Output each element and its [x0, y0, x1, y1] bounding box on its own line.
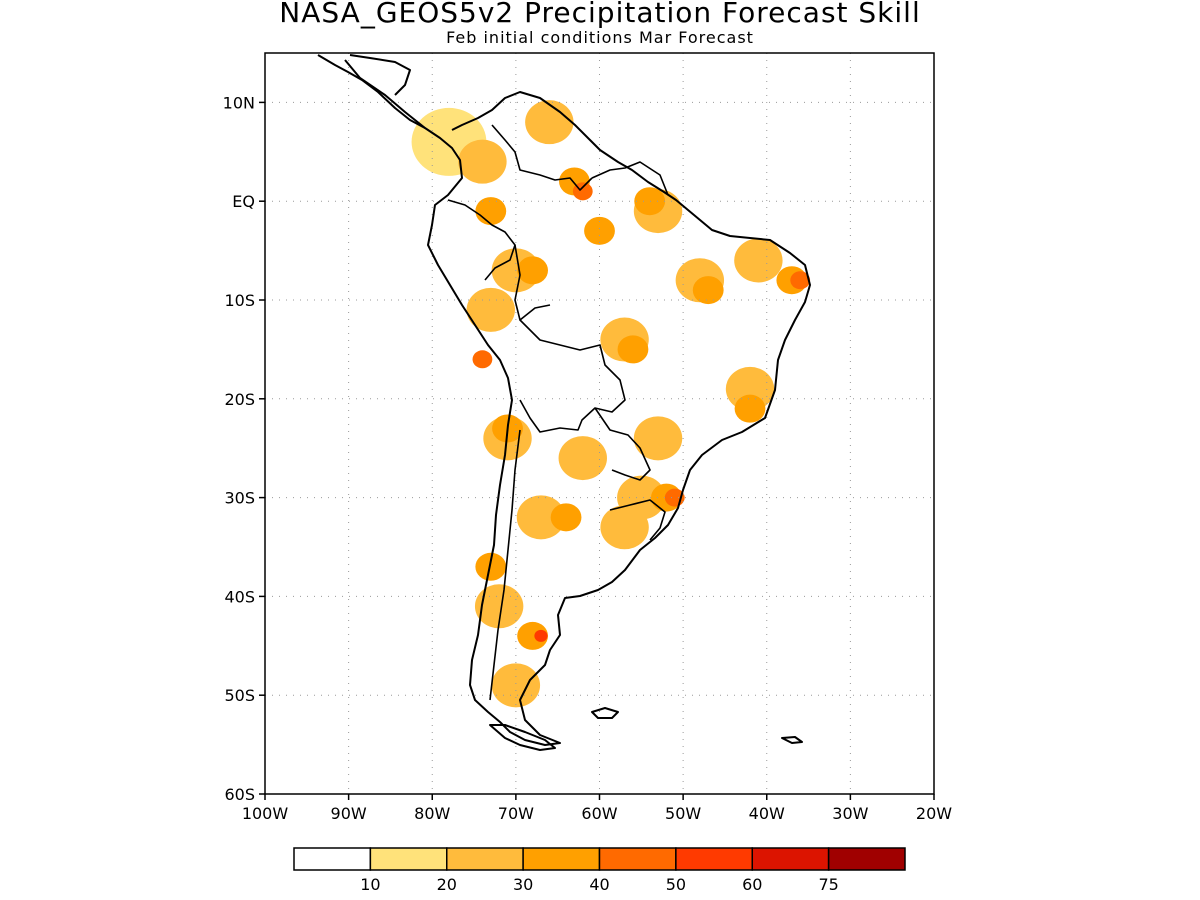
colorbar-swatch [827, 847, 906, 871]
lat-tick-label: 40S [224, 587, 255, 606]
colorbar-label: 50 [666, 875, 686, 894]
skill-region-level-2 [466, 287, 515, 332]
lon-tick-label: 90W [331, 804, 367, 823]
colorbar-swatch [293, 847, 372, 871]
colorbar-swatch [522, 847, 601, 871]
lon-tick-label: 100W [242, 804, 289, 823]
colorbar-label: 40 [589, 875, 609, 894]
longitude-axis: 100W 90W 80W 70W 60W 50W 40W 30W 20W [242, 794, 952, 823]
skill-region-level-2 [474, 584, 524, 629]
colorbar-swatch [598, 847, 677, 871]
coastlines [317, 54, 811, 751]
lon-tick-label: 70W [498, 804, 534, 823]
falkland-islands [591, 707, 619, 719]
skill-region-level-3 [550, 503, 582, 532]
colorbar-label: 10 [360, 875, 380, 894]
skill-region-level-2 [633, 416, 683, 461]
lat-tick-label: 50S [224, 686, 255, 705]
border-peru-brazil [514, 244, 551, 321]
colorbar-label: 20 [437, 875, 457, 894]
skill-region-level-2 [525, 100, 574, 145]
lon-tick-label: 40W [749, 804, 785, 823]
south-america-coastline [344, 59, 811, 746]
skill-region-level-2 [725, 366, 775, 411]
skill-region-level-2 [734, 238, 783, 283]
skill-region-level-3 [734, 394, 766, 423]
skill-region-level-3 [584, 216, 615, 245]
colorbar-label: 75 [818, 875, 838, 894]
lon-tick-label: 30W [832, 804, 868, 823]
skill-region-level-2 [516, 495, 566, 540]
skill-region-level-3 [692, 276, 724, 305]
border-uruguay-brazil [609, 499, 666, 541]
lat-tick-label: 60S [224, 785, 255, 804]
lon-tick-label: 50W [665, 804, 701, 823]
border-colombia-ecuador-peru [447, 199, 516, 281]
lat-tick-label: EQ [232, 192, 255, 211]
skill-region-level-3 [517, 256, 548, 285]
latitude-axis: 10N EQ 10S 20S 30S 40S 50S 60S [223, 93, 265, 804]
skill-region-level-2 [558, 436, 607, 481]
colorbar-swatch [751, 847, 830, 871]
country-borders [447, 124, 669, 701]
colorbar: 10 20 30 40 50 60 75 [293, 847, 906, 894]
skill-region-level-3 [475, 197, 507, 226]
skill-region-level-4 [790, 271, 811, 290]
colorbar-swatch [446, 847, 524, 871]
skill-region-level-4 [472, 350, 493, 369]
border-bolivia [519, 319, 626, 433]
border-colombia-venezuela [491, 124, 593, 191]
lat-tick-label: 20S [224, 390, 255, 409]
skill-region-level-2 [458, 139, 507, 184]
tierra-del-fuego [489, 724, 556, 751]
skill-region-level-3 [517, 621, 548, 650]
border-brazil-north [591, 161, 669, 196]
colorbar-label: 30 [513, 875, 533, 894]
skill-shading-layer [411, 100, 811, 708]
lat-tick-label: 30S [224, 489, 255, 508]
lon-tick-label: 20W [916, 804, 952, 823]
skill-region-level-3 [475, 552, 507, 581]
lat-tick-label: 10S [224, 291, 255, 310]
colorbar-swatch [675, 847, 753, 871]
lat-tick-label: 10N [223, 93, 255, 112]
lon-tick-label: 80W [414, 804, 450, 823]
border-chile-argentina [489, 429, 521, 701]
skill-region-level-3 [617, 335, 649, 364]
south-georgia [781, 736, 803, 744]
grid-lines [265, 53, 934, 794]
skill-region-level-2 [491, 663, 541, 708]
colorbar-label: 60 [742, 875, 762, 894]
figure-title: NASA_GEOS5v2 Precipitation Forecast Skil… [279, 0, 921, 29]
border-paraguay [594, 407, 651, 481]
central-america-coastline [317, 54, 426, 129]
colorbar-swatch [369, 847, 448, 871]
lon-tick-label: 60W [581, 804, 617, 823]
plot-frame [264, 52, 935, 795]
skill-region-level-5 [534, 629, 548, 642]
caribbean-coastline [349, 54, 411, 96]
skill-region-level-3 [634, 187, 666, 216]
figure-subtitle: Feb initial conditions Mar Forecast [446, 28, 754, 47]
skill-region-level-2 [600, 505, 649, 550]
